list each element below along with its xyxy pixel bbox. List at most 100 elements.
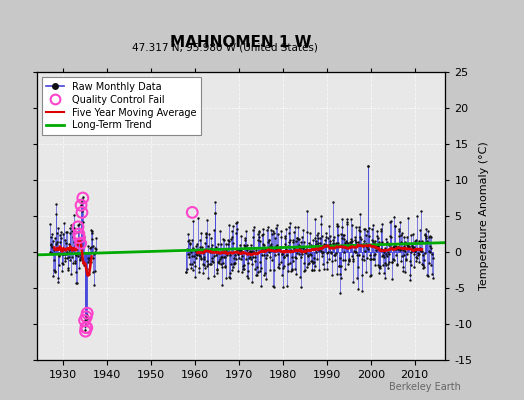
Point: [297, 284, 305, 291]
Point: [418, 261, 426, 268]
Point: [278, 272, 286, 278]
Point: [303, 264, 312, 270]
Point: [193, 247, 201, 254]
Point: [323, 259, 332, 265]
Point: [81, 326, 90, 333]
Point: [58, 250, 66, 257]
Point: [339, 256, 347, 263]
Point: [335, 262, 343, 269]
Point: [223, 252, 232, 258]
Point: [48, 244, 56, 250]
Point: [320, 266, 329, 272]
Point: [201, 264, 209, 271]
Point: [328, 272, 336, 278]
Point: [327, 250, 335, 256]
Point: [252, 250, 260, 257]
Point: [321, 243, 330, 250]
Point: [275, 261, 283, 268]
Point: [211, 210, 219, 216]
Point: [357, 272, 366, 278]
Point: [66, 225, 74, 231]
Point: [188, 261, 196, 267]
Point: [230, 260, 238, 266]
Point: [385, 250, 393, 257]
Point: [295, 250, 303, 257]
Point: [191, 274, 199, 280]
Point: [316, 248, 325, 254]
Point: [247, 248, 256, 254]
Point: [363, 244, 371, 250]
Point: [47, 241, 55, 248]
Point: [361, 226, 369, 232]
Point: [198, 246, 206, 253]
Point: [387, 259, 396, 265]
Point: [412, 212, 421, 219]
Point: [407, 232, 415, 239]
Point: [319, 244, 327, 250]
Point: [400, 242, 408, 249]
Point: [313, 232, 321, 238]
Point: [228, 228, 236, 234]
Point: [246, 248, 254, 254]
Point: [49, 238, 57, 244]
Point: [359, 240, 367, 247]
Point: [427, 262, 435, 268]
Point: [54, 262, 63, 268]
Point: [350, 247, 358, 254]
Point: [263, 244, 271, 251]
Point: [285, 230, 293, 236]
Point: [63, 228, 72, 235]
Point: [233, 247, 241, 254]
Point: [223, 248, 231, 255]
Point: [54, 279, 62, 285]
Point: [212, 244, 220, 250]
Point: [72, 280, 80, 286]
Point: [77, 202, 85, 208]
Point: [183, 246, 191, 252]
Point: [419, 265, 428, 271]
Point: [89, 243, 97, 249]
Point: [91, 248, 99, 255]
Point: [344, 256, 353, 262]
Point: [280, 263, 288, 269]
Point: [279, 254, 288, 260]
Point: [331, 252, 339, 258]
Point: [330, 252, 339, 258]
Point: [390, 256, 399, 263]
Point: [409, 231, 417, 238]
Point: [286, 260, 294, 267]
Point: [204, 260, 212, 267]
Point: [274, 231, 282, 237]
Point: [206, 246, 214, 253]
Point: [394, 246, 402, 252]
Point: [374, 243, 382, 250]
Point: [348, 222, 356, 229]
Point: [390, 214, 398, 220]
Point: [383, 253, 391, 259]
Point: [221, 264, 230, 270]
Point: [244, 274, 252, 281]
Point: [354, 264, 363, 270]
Point: [331, 257, 340, 263]
Point: [239, 262, 248, 268]
Point: [235, 250, 244, 256]
Point: [232, 220, 240, 226]
Point: [377, 226, 385, 232]
Point: [195, 265, 203, 272]
Point: [329, 240, 337, 246]
Point: [265, 236, 274, 243]
Point: [274, 264, 282, 270]
Point: [294, 236, 303, 242]
Point: [366, 273, 375, 280]
Point: [300, 239, 308, 245]
Point: [189, 218, 197, 224]
Point: [338, 235, 346, 242]
Point: [364, 162, 373, 169]
Point: [263, 227, 271, 234]
Point: [344, 244, 352, 250]
Point: [380, 254, 388, 260]
Point: [301, 249, 309, 256]
Point: [302, 246, 310, 252]
Point: [356, 228, 364, 234]
Point: [285, 224, 293, 230]
